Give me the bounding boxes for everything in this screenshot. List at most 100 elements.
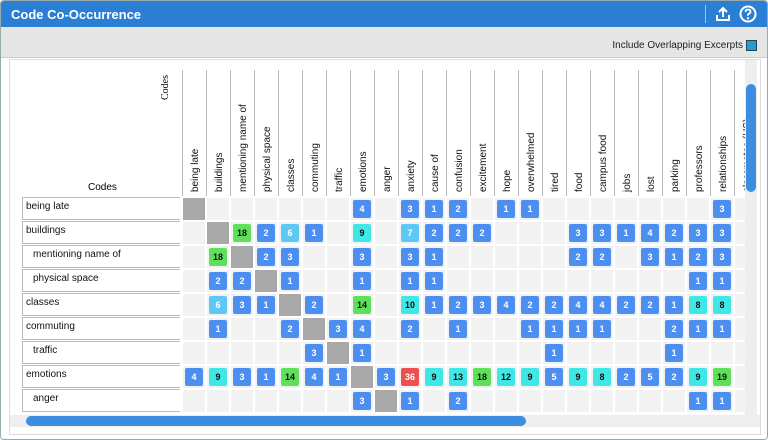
count-badge[interactable]: 12 [497,368,515,386]
count-badge[interactable]: 1 [449,320,467,338]
count-badge[interactable]: 2 [257,248,275,266]
count-badge[interactable]: 2 [257,224,275,242]
count-badge[interactable]: 1 [401,272,419,290]
count-badge[interactable]: 2 [617,296,635,314]
count-badge[interactable]: 4 [353,200,371,218]
count-badge[interactable]: 2 [449,224,467,242]
count-badge[interactable]: 1 [257,296,275,314]
count-badge[interactable]: 1 [425,296,443,314]
count-badge[interactable]: 4 [569,296,587,314]
count-badge[interactable]: 1 [401,392,419,410]
count-badge[interactable]: 9 [569,368,587,386]
count-badge[interactable]: 1 [665,296,683,314]
count-badge[interactable]: 4 [185,368,203,386]
count-badge[interactable]: 2 [401,320,419,338]
count-badge[interactable]: 9 [689,368,707,386]
count-badge[interactable]: 3 [233,296,251,314]
count-badge[interactable]: 1 [353,344,371,362]
count-badge[interactable]: 1 [257,368,275,386]
count-badge[interactable]: 1 [569,320,587,338]
count-badge[interactable]: 1 [209,320,227,338]
count-badge[interactable]: 3 [281,248,299,266]
count-badge[interactable]: 2 [473,224,491,242]
count-badge[interactable]: 3 [233,368,251,386]
count-badge[interactable]: 2 [449,392,467,410]
count-badge[interactable]: 2 [545,296,563,314]
count-badge[interactable]: 5 [641,368,659,386]
count-badge[interactable]: 19 [713,368,731,386]
count-badge[interactable]: 1 [305,224,323,242]
count-badge[interactable]: 2 [209,272,227,290]
count-badge[interactable]: 1 [497,200,515,218]
count-badge[interactable]: 1 [521,200,539,218]
count-badge[interactable]: 10 [401,296,419,314]
count-badge[interactable]: 2 [665,320,683,338]
count-badge[interactable]: 2 [617,368,635,386]
count-badge[interactable]: 3 [569,224,587,242]
count-badge[interactable]: 3 [401,248,419,266]
count-badge[interactable]: 1 [425,200,443,218]
count-badge[interactable]: 3 [593,224,611,242]
count-badge[interactable]: 2 [665,368,683,386]
count-badge[interactable]: 2 [641,296,659,314]
count-badge[interactable]: 14 [281,368,299,386]
count-badge[interactable]: 2 [665,224,683,242]
count-badge[interactable]: 1 [713,272,731,290]
count-badge[interactable]: 1 [689,392,707,410]
count-badge[interactable]: 3 [713,224,731,242]
count-badge[interactable]: 9 [209,368,227,386]
count-badge[interactable]: 18 [233,224,251,242]
count-badge[interactable]: 1 [593,320,611,338]
count-badge[interactable]: 9 [425,368,443,386]
count-badge[interactable]: 3 [689,224,707,242]
count-badge[interactable]: 6 [209,296,227,314]
overlap-checkbox[interactable] [746,40,757,51]
count-badge[interactable]: 1 [617,224,635,242]
count-badge[interactable]: 6 [281,224,299,242]
count-badge[interactable]: 1 [689,272,707,290]
horizontal-scrollbar[interactable] [26,416,526,426]
help-icon[interactable] [739,5,757,23]
count-badge[interactable]: 1 [545,320,563,338]
count-badge[interactable]: 1 [425,248,443,266]
count-badge[interactable]: 2 [449,296,467,314]
count-badge[interactable]: 3 [329,320,347,338]
count-badge[interactable]: 9 [353,224,371,242]
count-badge[interactable]: 3 [713,200,731,218]
count-badge[interactable]: 2 [305,296,323,314]
count-badge[interactable]: 3 [305,344,323,362]
count-badge[interactable]: 8 [713,296,731,314]
count-badge[interactable]: 18 [209,248,227,266]
count-badge[interactable]: 8 [593,368,611,386]
count-badge[interactable]: 14 [353,296,371,314]
vertical-scrollbar[interactable] [746,84,756,192]
count-badge[interactable]: 4 [641,224,659,242]
count-badge[interactable]: 2 [689,248,707,266]
count-badge[interactable]: 2 [569,248,587,266]
count-badge[interactable]: 3 [473,296,491,314]
export-icon[interactable] [715,6,731,22]
count-badge[interactable]: 1 [665,344,683,362]
count-badge[interactable]: 1 [689,320,707,338]
count-badge[interactable]: 2 [593,248,611,266]
count-badge[interactable]: 18 [473,368,491,386]
count-badge[interactable]: 1 [545,344,563,362]
count-badge[interactable]: 3 [713,248,731,266]
count-badge[interactable]: 2 [521,296,539,314]
count-badge[interactable]: 3 [641,248,659,266]
count-badge[interactable]: 13 [449,368,467,386]
count-badge[interactable]: 1 [665,248,683,266]
count-badge[interactable]: 2 [281,320,299,338]
count-badge[interactable]: 1 [713,320,731,338]
count-badge[interactable]: 2 [449,200,467,218]
count-badge[interactable]: 3 [401,200,419,218]
count-badge[interactable]: 3 [377,368,395,386]
count-badge[interactable]: 1 [521,320,539,338]
count-badge[interactable]: 4 [353,320,371,338]
count-badge[interactable]: 4 [305,368,323,386]
count-badge[interactable]: 9 [521,368,539,386]
count-badge[interactable]: 5 [545,368,563,386]
count-badge[interactable]: 4 [497,296,515,314]
count-badge[interactable]: 4 [593,296,611,314]
count-badge[interactable]: 1 [713,392,731,410]
